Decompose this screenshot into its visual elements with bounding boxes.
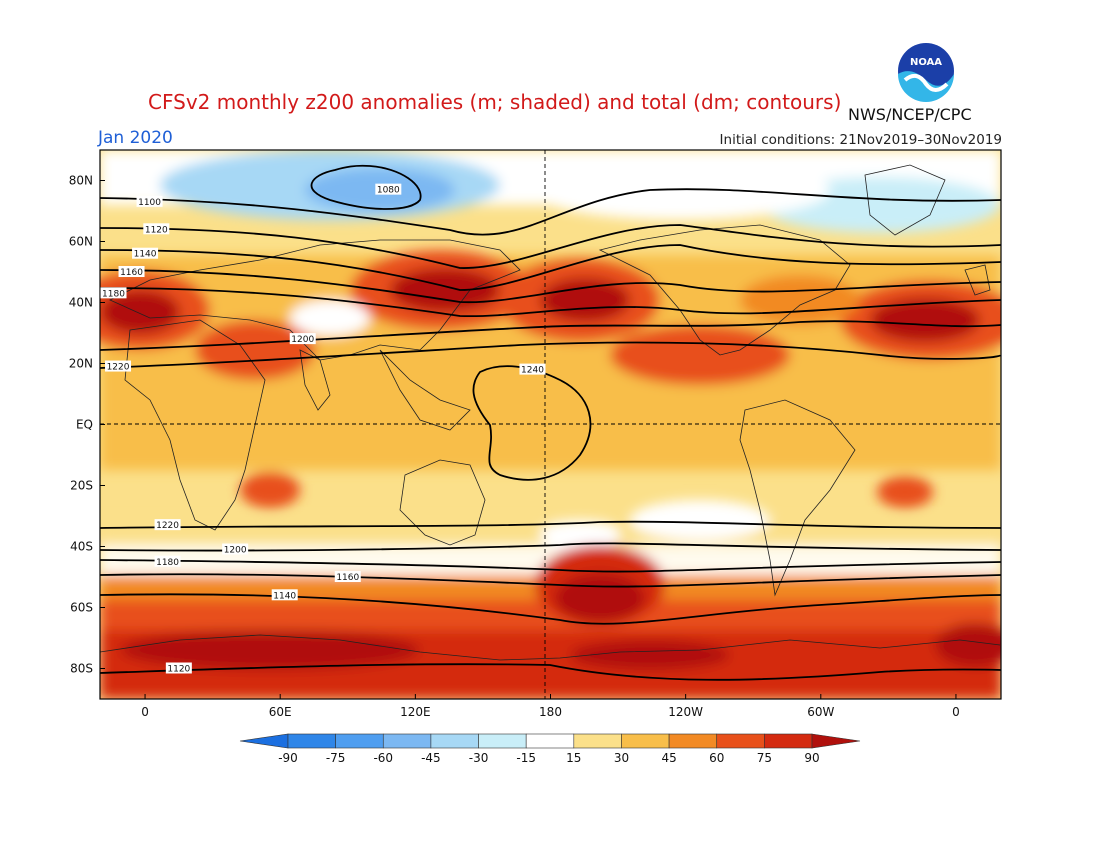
svg-text:1180: 1180 <box>156 558 179 568</box>
contour-label: 1120 <box>143 223 170 235</box>
lon-tick-label: 0 <box>141 705 149 719</box>
svg-text:1240: 1240 <box>521 366 544 376</box>
svg-text:1120: 1120 <box>167 665 190 675</box>
svg-text:1220: 1220 <box>156 521 179 531</box>
contour-label: 1120 <box>165 662 192 675</box>
lon-tick-label: 120W <box>668 705 703 719</box>
svg-text:1200: 1200 <box>291 335 314 345</box>
svg-text:1100: 1100 <box>138 198 161 208</box>
agency-label: NWS/NCEP/CPC <box>848 105 972 124</box>
contour-label: 1180 <box>154 555 181 568</box>
colorbar-label: -60 <box>373 751 393 765</box>
colorbar-label: -45 <box>421 751 441 765</box>
lat-tick-label: 20S <box>70 479 93 493</box>
colorbar-swatch <box>239 733 289 749</box>
colorbar-label: -75 <box>326 751 346 765</box>
colorbar-swatch <box>811 733 861 749</box>
colorbar-swatch <box>573 733 622 749</box>
svg-text:1220: 1220 <box>107 363 130 373</box>
lon-tick-label: 60W <box>807 705 834 719</box>
svg-text:1120: 1120 <box>145 225 168 235</box>
svg-text:1180: 1180 <box>102 289 125 299</box>
colorbar-label: -15 <box>516 751 536 765</box>
contour-label: 1080 <box>375 183 402 196</box>
colorbar-swatch <box>716 733 765 749</box>
colorbar-swatch <box>621 733 670 749</box>
contour-label: 1160 <box>118 266 145 278</box>
contour-label: 1140 <box>271 589 298 601</box>
colorbar-swatch <box>525 733 575 749</box>
svg-text:1200: 1200 <box>224 546 247 556</box>
colorbar-swatch <box>382 733 432 749</box>
colorbar-label: 90 <box>804 751 819 765</box>
lat-tick-label: 40S <box>70 540 93 554</box>
colorbar-label: -90 <box>278 751 298 765</box>
lon-tick-label: 180 <box>539 705 562 719</box>
svg-text:1160: 1160 <box>120 268 143 278</box>
map-title: CFSv2 monthly z200 anomalies (m; shaded)… <box>148 90 842 114</box>
colorbar-swatch <box>478 733 527 749</box>
lon-tick-label: 120E <box>400 705 431 719</box>
colorbar-label: 30 <box>614 751 629 765</box>
lat-tick-label: 40N <box>69 296 93 310</box>
colorbar-label: 15 <box>566 751 581 765</box>
colorbar-label: -30 <box>469 751 489 765</box>
noaa-logo-icon: NOAA <box>896 41 956 102</box>
lat-tick-label: 60S <box>70 601 93 615</box>
contour-label: 1140 <box>132 247 159 260</box>
contour-label: 1200 <box>289 333 316 345</box>
contour-label: 1220 <box>154 519 181 531</box>
forecast-month: Jan 2020 <box>98 128 173 148</box>
lat-tick-label: 80S <box>70 662 93 676</box>
contour-label: 1160 <box>334 571 361 583</box>
colorbar-label: 45 <box>661 751 676 765</box>
svg-text:1140: 1140 <box>273 591 296 601</box>
contour-label: 1100 <box>136 195 163 208</box>
colorbar-swatch <box>430 733 479 749</box>
lat-tick-label: 20N <box>69 357 93 371</box>
contour-label: 1180 <box>100 287 127 299</box>
lon-tick-label: 0 <box>952 705 960 719</box>
colorbar-swatch <box>668 733 718 749</box>
height-contours <box>100 164 1001 681</box>
colorbar-label: 60 <box>709 751 724 765</box>
svg-text:1160: 1160 <box>336 573 359 583</box>
svg-text:1080: 1080 <box>377 186 400 196</box>
colorbar-swatch <box>287 733 336 749</box>
contour-label: 1200 <box>222 543 249 556</box>
lat-tick-label: 60N <box>69 235 93 249</box>
colorbar-label: 75 <box>757 751 772 765</box>
svg-text:NOAA: NOAA <box>910 57 942 68</box>
lat-tick-label: 80N <box>69 174 93 188</box>
colorbar-swatch <box>335 733 384 749</box>
contour-label: 1240 <box>519 363 546 376</box>
initial-conditions: Initial conditions: 21Nov2019–30Nov2019 <box>719 132 1002 148</box>
colorbar-swatch <box>764 733 813 749</box>
svg-text:1140: 1140 <box>134 250 157 260</box>
lat-tick-label: EQ <box>76 418 93 432</box>
contour-label: 1220 <box>105 360 132 373</box>
lon-tick-label: 60E <box>269 705 292 719</box>
